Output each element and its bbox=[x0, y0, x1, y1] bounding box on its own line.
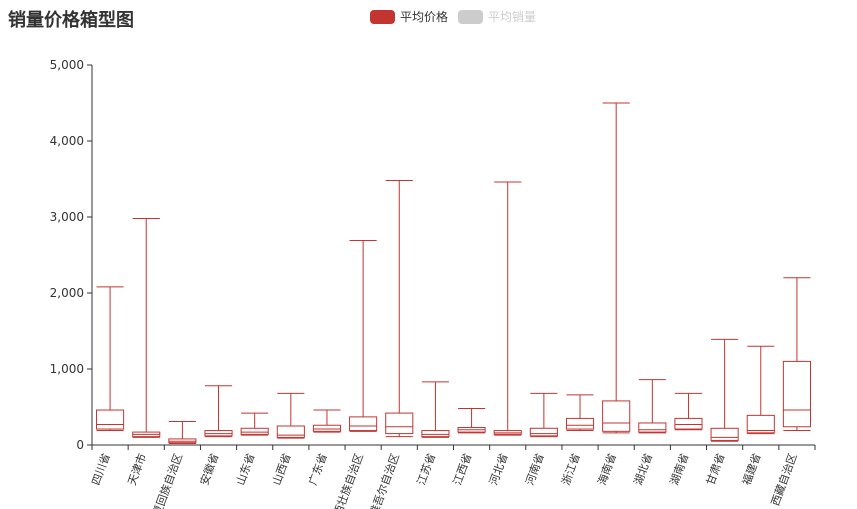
box-item[interactable] bbox=[276, 392, 305, 439]
box-item[interactable] bbox=[710, 338, 739, 442]
legend-item-avg-sales[interactable]: 平均销量 bbox=[458, 8, 536, 25]
box-item[interactable] bbox=[168, 420, 197, 444]
x-category-label: 宁夏回族自治区 bbox=[146, 451, 185, 509]
box-iqr-rect bbox=[602, 400, 631, 432]
x-category-label: 江苏省 bbox=[415, 452, 439, 487]
legend: 平均价格 平均销量 bbox=[370, 8, 546, 25]
x-category-label: 湖南省 bbox=[668, 452, 692, 487]
x-category-label: 山东省 bbox=[234, 452, 258, 487]
box-iqr-rect bbox=[276, 425, 305, 438]
box-item[interactable] bbox=[638, 379, 667, 434]
box-item[interactable] bbox=[493, 181, 522, 436]
x-category-label: 河北省 bbox=[487, 452, 511, 487]
box-iqr-rect bbox=[746, 414, 775, 434]
box-item[interactable] bbox=[132, 218, 161, 438]
x-category-label: 浙江省 bbox=[559, 452, 583, 487]
box-item[interactable] bbox=[349, 240, 378, 432]
y-tick-label: 3,000 bbox=[50, 210, 84, 224]
x-category-label: 西藏自治区 bbox=[768, 451, 800, 507]
legend-label-avg-sales: 平均销量 bbox=[488, 10, 537, 24]
legend-item-avg-price[interactable]: 平均价格 bbox=[370, 8, 448, 25]
box-iqr-rect bbox=[421, 430, 450, 438]
box-iqr-rect bbox=[674, 417, 703, 430]
box-iqr-rect bbox=[96, 409, 125, 430]
y-tick-label: 2,000 bbox=[50, 286, 84, 300]
box-item[interactable] bbox=[204, 385, 233, 438]
box-iqr-rect bbox=[349, 416, 378, 432]
box-item[interactable] bbox=[96, 286, 125, 432]
chart-title: 销量价格箱型图 bbox=[8, 10, 134, 31]
x-category-label: 广西壮族自治区 bbox=[326, 451, 365, 509]
box-item[interactable] bbox=[421, 381, 450, 438]
x-category-label: 新疆维吾尔自治区 bbox=[359, 451, 402, 509]
box-item[interactable] bbox=[457, 408, 486, 434]
box-iqr-rect bbox=[240, 427, 269, 435]
box-item[interactable] bbox=[240, 412, 269, 436]
legend-swatch-avg-price bbox=[370, 9, 395, 24]
y-tick-label: 1,000 bbox=[50, 362, 84, 376]
x-category-label: 安徽省 bbox=[197, 451, 221, 487]
box-iqr-rect bbox=[312, 424, 342, 432]
box-iqr-rect bbox=[782, 360, 811, 428]
x-category-label: 四川省 bbox=[89, 452, 113, 487]
x-category-label: 甘肃省 bbox=[704, 452, 728, 487]
y-tick-label: 4,000 bbox=[50, 134, 84, 148]
x-category-label: 河南省 bbox=[523, 452, 547, 487]
x-category-label: 湖北省 bbox=[632, 452, 656, 487]
x-category-label: 广东省 bbox=[306, 452, 330, 487]
box-item[interactable] bbox=[782, 277, 811, 432]
x-category-label: 海南省 bbox=[595, 451, 619, 487]
legend-label-avg-price: 平均价格 bbox=[400, 10, 449, 24]
x-category-label: 山西省 bbox=[270, 452, 294, 487]
box-item[interactable] bbox=[529, 392, 558, 438]
x-category-label: 福建省 bbox=[739, 451, 763, 487]
box-iqr-rect bbox=[529, 427, 558, 437]
x-category-label: 天津市 bbox=[125, 451, 149, 487]
box-item[interactable] bbox=[385, 180, 414, 438]
y-tick-label: 5,000 bbox=[50, 58, 84, 72]
box-item[interactable] bbox=[602, 102, 631, 434]
box-item[interactable] bbox=[312, 409, 342, 433]
box-item[interactable] bbox=[746, 345, 775, 435]
box-iqr-rect bbox=[710, 427, 739, 441]
x-category-label: 江西省 bbox=[451, 452, 475, 487]
box-item[interactable] bbox=[674, 392, 703, 431]
box-iqr-rect bbox=[638, 422, 667, 433]
box-item[interactable] bbox=[565, 394, 595, 432]
legend-swatch-avg-sales bbox=[458, 9, 484, 24]
y-tick-label: 0 bbox=[76, 438, 84, 452]
box-iqr-rect bbox=[565, 417, 595, 430]
box-iqr-rect bbox=[385, 412, 414, 435]
